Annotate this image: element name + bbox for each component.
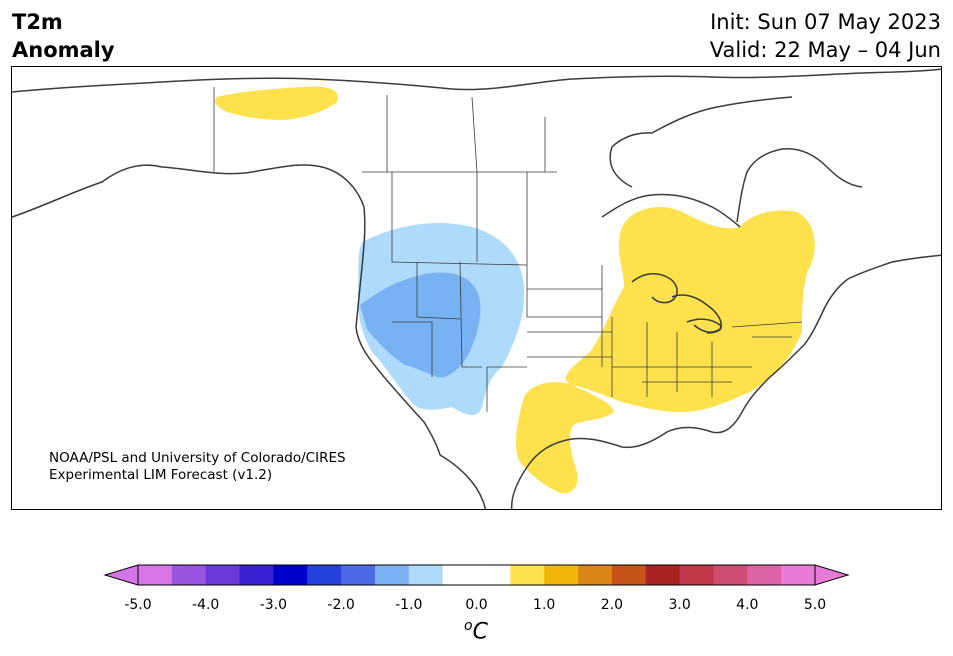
cool-anomaly-medium: [360, 272, 481, 378]
colorbar-tick-label: 3.0: [668, 597, 691, 613]
colorbar-swatch: [442, 565, 477, 585]
colorbar-tick-label: -5.0: [124, 597, 152, 613]
colorbar-swatch: [205, 565, 241, 585]
colorbar-swatch: [171, 565, 207, 585]
credit-line-1: NOAA/PSL and University of Colorado/CIRE…: [49, 450, 346, 466]
north-america-map: [12, 68, 941, 509]
colorbar-swatch: [645, 565, 681, 585]
colorbar-swatch: [611, 565, 647, 585]
warm-anomaly-alaska: [215, 86, 338, 120]
map-panel: NOAA/PSL and University of Colorado/CIRE…: [11, 66, 942, 510]
border-layer: [213, 87, 803, 412]
credit-text: NOAA/PSL and University of Colorado/CIRE…: [49, 450, 346, 484]
colorbar-swatch: [138, 565, 173, 585]
colorbar-tick-label: 5.0: [803, 597, 827, 613]
colorbar-swatch: [307, 565, 342, 585]
date-info: Init: Sun 07 May 2023 Valid: 22 May – 04…: [710, 8, 941, 64]
colorbar-tick-label: 2.0: [600, 597, 624, 613]
colorbar-swatch: [408, 565, 444, 585]
credit-line-2: Experimental LIM Forecast (v1.2): [49, 467, 273, 483]
colorbar-swatch: [239, 565, 274, 585]
colorbar-extend-max: [814, 564, 850, 586]
warm-anomaly-east: [565, 207, 815, 413]
colorbar-swatches: [103, 564, 850, 586]
colorbar-swatch: [341, 565, 376, 585]
unit-degree: o: [464, 618, 473, 634]
colorbar-tick-label: 4.0: [736, 597, 759, 613]
colorbar-tick-label: 0.0: [465, 597, 488, 613]
coastline-layer: [12, 68, 941, 509]
colorbar-tick-label: 1.0: [533, 597, 556, 613]
init-date: Init: Sun 07 May 2023: [710, 10, 941, 34]
colorbar-swatch: [679, 565, 714, 585]
anomaly-fill-layer: [215, 86, 815, 494]
colorbar: -5.0 -4.0 -3.0 -2.0 -1.0 0.0 1.0 2.0 3.0 4.0 5.0 o…: [0, 560, 953, 656]
warm-anomaly-texas: [515, 382, 614, 494]
colorbar-border: [137, 564, 816, 586]
colorbar-swatch: [544, 565, 579, 585]
colorbar-swatch: [510, 565, 545, 585]
valid-range: Valid: 22 May – 04 Jun: [709, 38, 941, 62]
colorbar-tick-label: -4.0: [192, 597, 220, 613]
unit-label: oC: [464, 618, 488, 644]
colorbar-swatch: [713, 565, 748, 585]
colorbar-tick-label: -2.0: [327, 597, 355, 613]
colorbar-extend-min: [103, 564, 139, 586]
variable-label: T2m: [12, 10, 63, 34]
colorbar-swatch: [578, 565, 613, 585]
unit-letter: C: [472, 619, 488, 645]
colorbar-tick-label: -3.0: [259, 597, 288, 613]
colorbar-swatch: [781, 565, 816, 585]
colorbar-swatch: [374, 565, 410, 585]
colorbar-swatch: [747, 565, 782, 585]
colorbar-swatch: [273, 565, 308, 585]
colorbar-swatch: [476, 565, 511, 585]
quantity-label: Anomaly: [12, 38, 115, 62]
colorbar-tick-label: -1.0: [395, 597, 423, 613]
chart-title: T2m Anomaly: [12, 8, 115, 64]
